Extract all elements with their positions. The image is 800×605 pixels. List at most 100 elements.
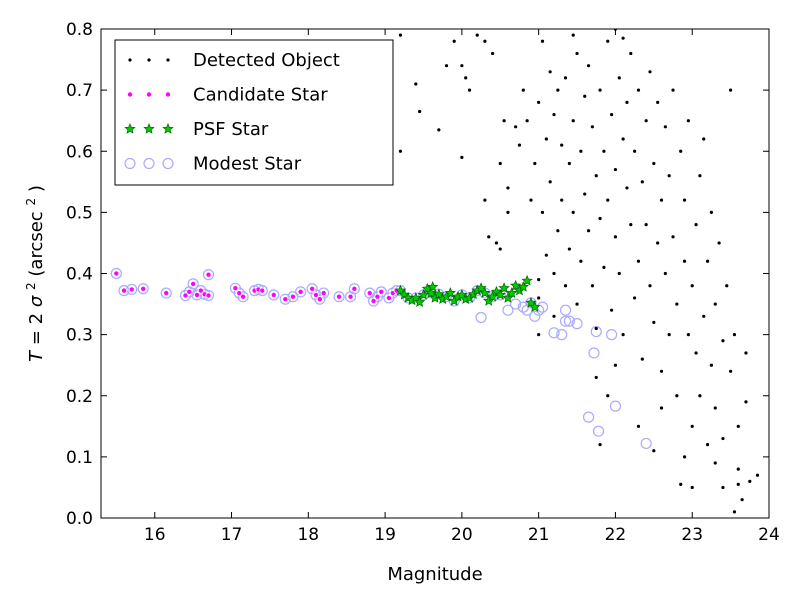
detected-object-point <box>564 76 567 79</box>
detected-object-point <box>648 284 651 287</box>
detected-object-point <box>610 113 613 116</box>
detected-object-point <box>552 272 555 275</box>
detected-object-point <box>529 199 532 202</box>
detected-object-point <box>537 296 540 299</box>
detected-object-point <box>687 119 690 122</box>
legend-label: PSF Star <box>193 119 269 140</box>
detected-object-point <box>691 486 694 489</box>
detected-object-point <box>549 180 552 183</box>
candidate-star-point <box>206 293 211 298</box>
detected-object-point <box>683 260 686 263</box>
detected-object-point <box>506 211 509 214</box>
detected-object-point <box>706 260 709 263</box>
detected-object-point <box>675 302 678 305</box>
detected-object-point <box>664 272 667 275</box>
detected-object-point <box>495 241 498 244</box>
candidate-star-point <box>206 272 211 277</box>
detected-object-point <box>556 89 559 92</box>
y-axis-label-unit: (arcsec <box>26 211 47 276</box>
y-tick-label: 0.3 <box>66 326 93 346</box>
candidate-star-point <box>371 298 376 303</box>
detected-object-point <box>499 247 502 250</box>
detected-object-point <box>399 150 402 153</box>
detected-object-point <box>606 394 609 397</box>
detected-object-point <box>648 70 651 73</box>
detected-object-point <box>468 89 471 92</box>
detected-object-point <box>537 101 540 104</box>
detected-object-point <box>637 89 640 92</box>
detected-object-point <box>625 186 628 189</box>
candidate-star-point <box>317 297 322 302</box>
detected-object-point <box>733 510 736 513</box>
detected-object-point <box>464 76 467 79</box>
detected-object-point <box>453 40 456 43</box>
legend-marker <box>127 92 132 97</box>
detected-object-point <box>687 333 690 336</box>
candidate-star-point <box>129 287 134 292</box>
detected-object-point <box>514 125 517 128</box>
detected-object-point <box>579 150 582 153</box>
detected-object-point <box>656 241 659 244</box>
detected-object-point <box>671 89 674 92</box>
detected-object-point <box>733 333 736 336</box>
detected-object-point <box>483 40 486 43</box>
detected-object-point <box>664 125 667 128</box>
detected-object-point <box>587 64 590 67</box>
detected-object-point <box>541 211 544 214</box>
y-axis-label-sigma: σ <box>26 295 47 307</box>
detected-object-point <box>418 110 421 113</box>
detected-object-point <box>579 260 582 263</box>
y-tick-label: 0.1 <box>66 448 93 468</box>
detected-object-point <box>645 223 648 226</box>
y-tick-label: 0.4 <box>66 265 93 285</box>
detected-object-point <box>683 199 686 202</box>
detected-object-point <box>629 223 632 226</box>
x-tick-label: 18 <box>297 525 319 545</box>
detected-object-point <box>694 223 697 226</box>
detected-object-point <box>622 333 625 336</box>
detected-object-point <box>622 37 625 40</box>
y-axis-label-sup2: 2 <box>24 198 38 206</box>
detected-object-point <box>641 357 644 360</box>
detected-object-point <box>556 229 559 232</box>
detected-object-point <box>602 266 605 269</box>
detected-object-point <box>572 119 575 122</box>
candidate-star-point <box>348 294 353 299</box>
legend-marker <box>128 58 131 61</box>
detected-object-point <box>614 364 617 367</box>
candidate-star-point <box>233 286 238 291</box>
detected-object-point <box>591 284 594 287</box>
detected-object-point <box>744 400 747 403</box>
candidate-star-point <box>187 289 192 294</box>
y-tick-label: 0.2 <box>66 387 93 407</box>
x-tick-label: 20 <box>451 525 473 545</box>
detected-object-point <box>721 437 724 440</box>
detected-object-point <box>541 40 544 43</box>
detected-object-point <box>587 229 590 232</box>
candidate-star-point <box>379 289 384 294</box>
detected-object-point <box>721 339 724 342</box>
detected-object-point <box>721 486 724 489</box>
detected-object-point <box>710 364 713 367</box>
detected-object-point <box>756 474 759 477</box>
detected-object-point <box>737 483 740 486</box>
detected-object-point <box>545 254 548 257</box>
candidate-star-point <box>321 290 326 295</box>
detected-object-point <box>691 284 694 287</box>
legend-label: Candidate Star <box>193 85 328 106</box>
detected-object-point <box>487 235 490 238</box>
detected-object-point <box>691 425 694 428</box>
detected-object-point <box>552 113 555 116</box>
detected-object-point <box>683 455 686 458</box>
x-tick-label: 23 <box>681 525 703 545</box>
detected-object-point <box>656 101 659 104</box>
detected-object-point <box>518 144 521 147</box>
detected-object-point <box>714 302 717 305</box>
detected-object-point <box>560 144 563 147</box>
x-tick-label: 17 <box>221 525 243 545</box>
detected-object-point <box>595 327 598 330</box>
detected-object-point <box>483 199 486 202</box>
detected-object-point <box>583 192 586 195</box>
legend-marker <box>146 92 151 97</box>
